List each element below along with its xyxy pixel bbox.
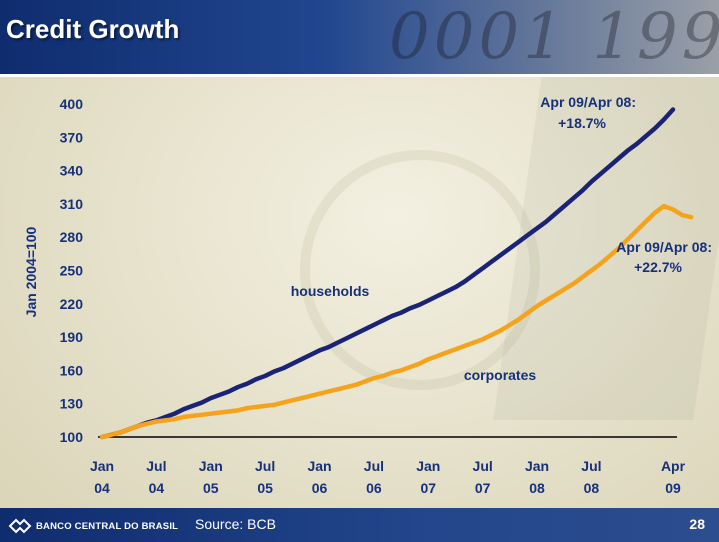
series-label-households: households <box>291 283 370 299</box>
x-tick-label: Jan 05 <box>199 458 223 496</box>
households-growth-annotation-line1: Apr 09/Apr 08: <box>540 94 636 110</box>
y-tick-label: 190 <box>60 329 84 345</box>
series-label-corporates: corporates <box>464 367 537 383</box>
page-title: Credit Growth <box>6 14 180 44</box>
banknote-seal-decoration <box>300 150 540 390</box>
corporates-growth-annotation-line1: Apr 09/Apr 08: <box>616 239 712 255</box>
y-tick-label: 220 <box>60 296 84 312</box>
x-tick-label: Jul 05 <box>255 458 275 496</box>
x-tick-label: Apr 09 <box>661 458 686 496</box>
footer-bar: BANCO CENTRAL DO BRASIL Source: BCB 28 <box>0 508 719 542</box>
x-tick-label: Jul 07 <box>473 458 493 496</box>
corporates-growth-annotation-value: +22.7% <box>634 259 682 275</box>
y-tick-label: 130 <box>60 396 84 412</box>
x-tick-label: Jul 06 <box>364 458 384 496</box>
y-axis-label: Jan 2004=100 <box>23 226 39 317</box>
logo-text: BANCO CENTRAL DO BRASIL <box>36 520 179 532</box>
x-tick-label: Jan 07 <box>416 458 440 496</box>
y-tick-label: 370 <box>60 129 84 145</box>
y-tick-label: 160 <box>60 362 84 378</box>
x-tick-label: Jan 08 <box>525 458 549 496</box>
series-line-corporates <box>99 203 694 440</box>
series-layer <box>99 107 694 440</box>
title-banknote-decoration: 0001 199000 <box>389 0 719 74</box>
x-tick-label: Jan 06 <box>307 458 331 496</box>
y-tick-label: 100 <box>60 429 84 445</box>
y-tick-label: 250 <box>60 263 84 279</box>
page-number: 28 <box>689 516 705 532</box>
x-axis: Jan 04 Jul 04 Jan 05 Jul 05 Jan 06 Jul 06 Jan 07 Jul 07… <box>90 436 686 496</box>
title-bar: 0001 199000 Credit Growth <box>0 0 719 77</box>
y-tick-label: 310 <box>60 196 84 212</box>
y-tick-label: 280 <box>60 229 84 245</box>
y-tick-label: 400 <box>60 96 84 112</box>
bcb-logo-icon <box>8 518 32 534</box>
y-axis: 100 130 160 190 220 250 280 310 340 370 400 <box>60 96 84 445</box>
households-growth-annotation-value: +18.7% <box>558 115 606 131</box>
source-note: Source: BCB <box>195 516 276 532</box>
x-tick-label: Jul 08 <box>581 458 601 496</box>
y-tick-label: 340 <box>60 163 84 179</box>
bcb-logo: BANCO CENTRAL DO BRASIL <box>8 516 178 536</box>
series-line-households <box>99 107 676 440</box>
x-tick-label: Jul 04 <box>146 458 166 496</box>
x-tick-label: Jan 04 <box>90 458 114 496</box>
